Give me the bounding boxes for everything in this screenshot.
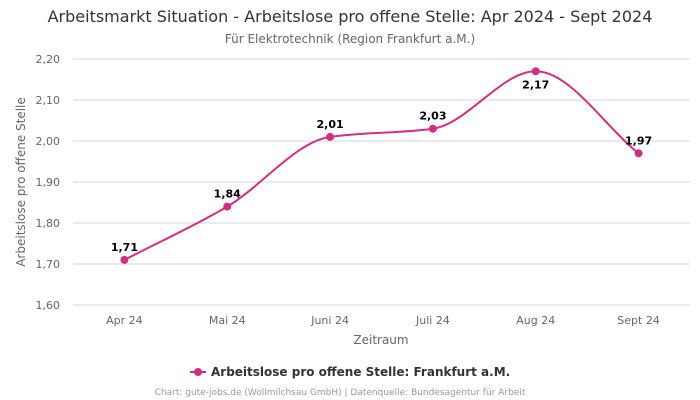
data-label: 2,01 <box>317 118 344 131</box>
legend-series-marker <box>194 368 202 376</box>
series-group <box>120 67 643 264</box>
y-tick-label: 1,70 <box>36 258 61 271</box>
legend[interactable]: Arbeitslose pro offene Stelle: Frankfurt… <box>190 365 510 379</box>
y-axis-tick-labels: 1,60 1,70 1,80 1,90 2,00 2,10 2,20 <box>36 53 61 312</box>
x-tick-label: Mai 24 <box>209 314 246 327</box>
x-axis-title: Zeitraum <box>353 333 408 347</box>
chart-subtitle: Für Elektrotechnik (Region Frankfurt a.M… <box>225 32 475 46</box>
x-tick-label: Sept 24 <box>617 314 660 327</box>
data-point[interactable] <box>634 149 643 158</box>
y-axis-title: Arbeitslose pro offene Stelle <box>14 97 28 267</box>
data-point[interactable] <box>531 67 540 76</box>
data-label: 2,17 <box>522 78 549 91</box>
x-tick-label: Aug 24 <box>516 314 555 327</box>
x-axis-tick-labels: Apr 24 Mai 24 Juni 24 Juli 24 Aug 24 Sept 24 <box>106 314 660 327</box>
data-label: 1,97 <box>625 134 652 147</box>
x-tick-label: Juli 24 <box>415 314 450 327</box>
x-tick-label: Apr 24 <box>106 314 143 327</box>
y-tick-label: 1,90 <box>36 176 61 189</box>
data-point[interactable] <box>120 255 129 264</box>
y-tick-label: 2,10 <box>36 94 61 107</box>
y-tick-label: 1,60 <box>36 299 61 312</box>
data-point[interactable] <box>223 202 232 211</box>
y-tick-label: 2,20 <box>36 53 61 66</box>
series-line <box>123 70 640 261</box>
legend-series-label: Arbeitslose pro offene Stelle: Frankfurt… <box>211 365 510 379</box>
y-tick-label: 2,00 <box>36 135 61 148</box>
data-label: 1,71 <box>111 241 138 254</box>
chart-title: Arbeitsmarkt Situation - Arbeitslose pro… <box>48 7 653 26</box>
x-tick-label: Juni 24 <box>310 314 349 327</box>
data-point[interactable] <box>428 124 437 133</box>
grid-lines <box>73 58 690 306</box>
data-label: 2,03 <box>419 110 446 123</box>
chart-credits: Chart: gute-jobs.de (Wollmilchsau GmbH) … <box>155 388 526 398</box>
data-point[interactable] <box>326 132 335 141</box>
data-label: 1,84 <box>214 188 241 201</box>
y-tick-label: 1,80 <box>36 217 61 230</box>
data-labels: 1,71 1,84 2,01 2,03 2,17 1,97 <box>111 78 652 254</box>
